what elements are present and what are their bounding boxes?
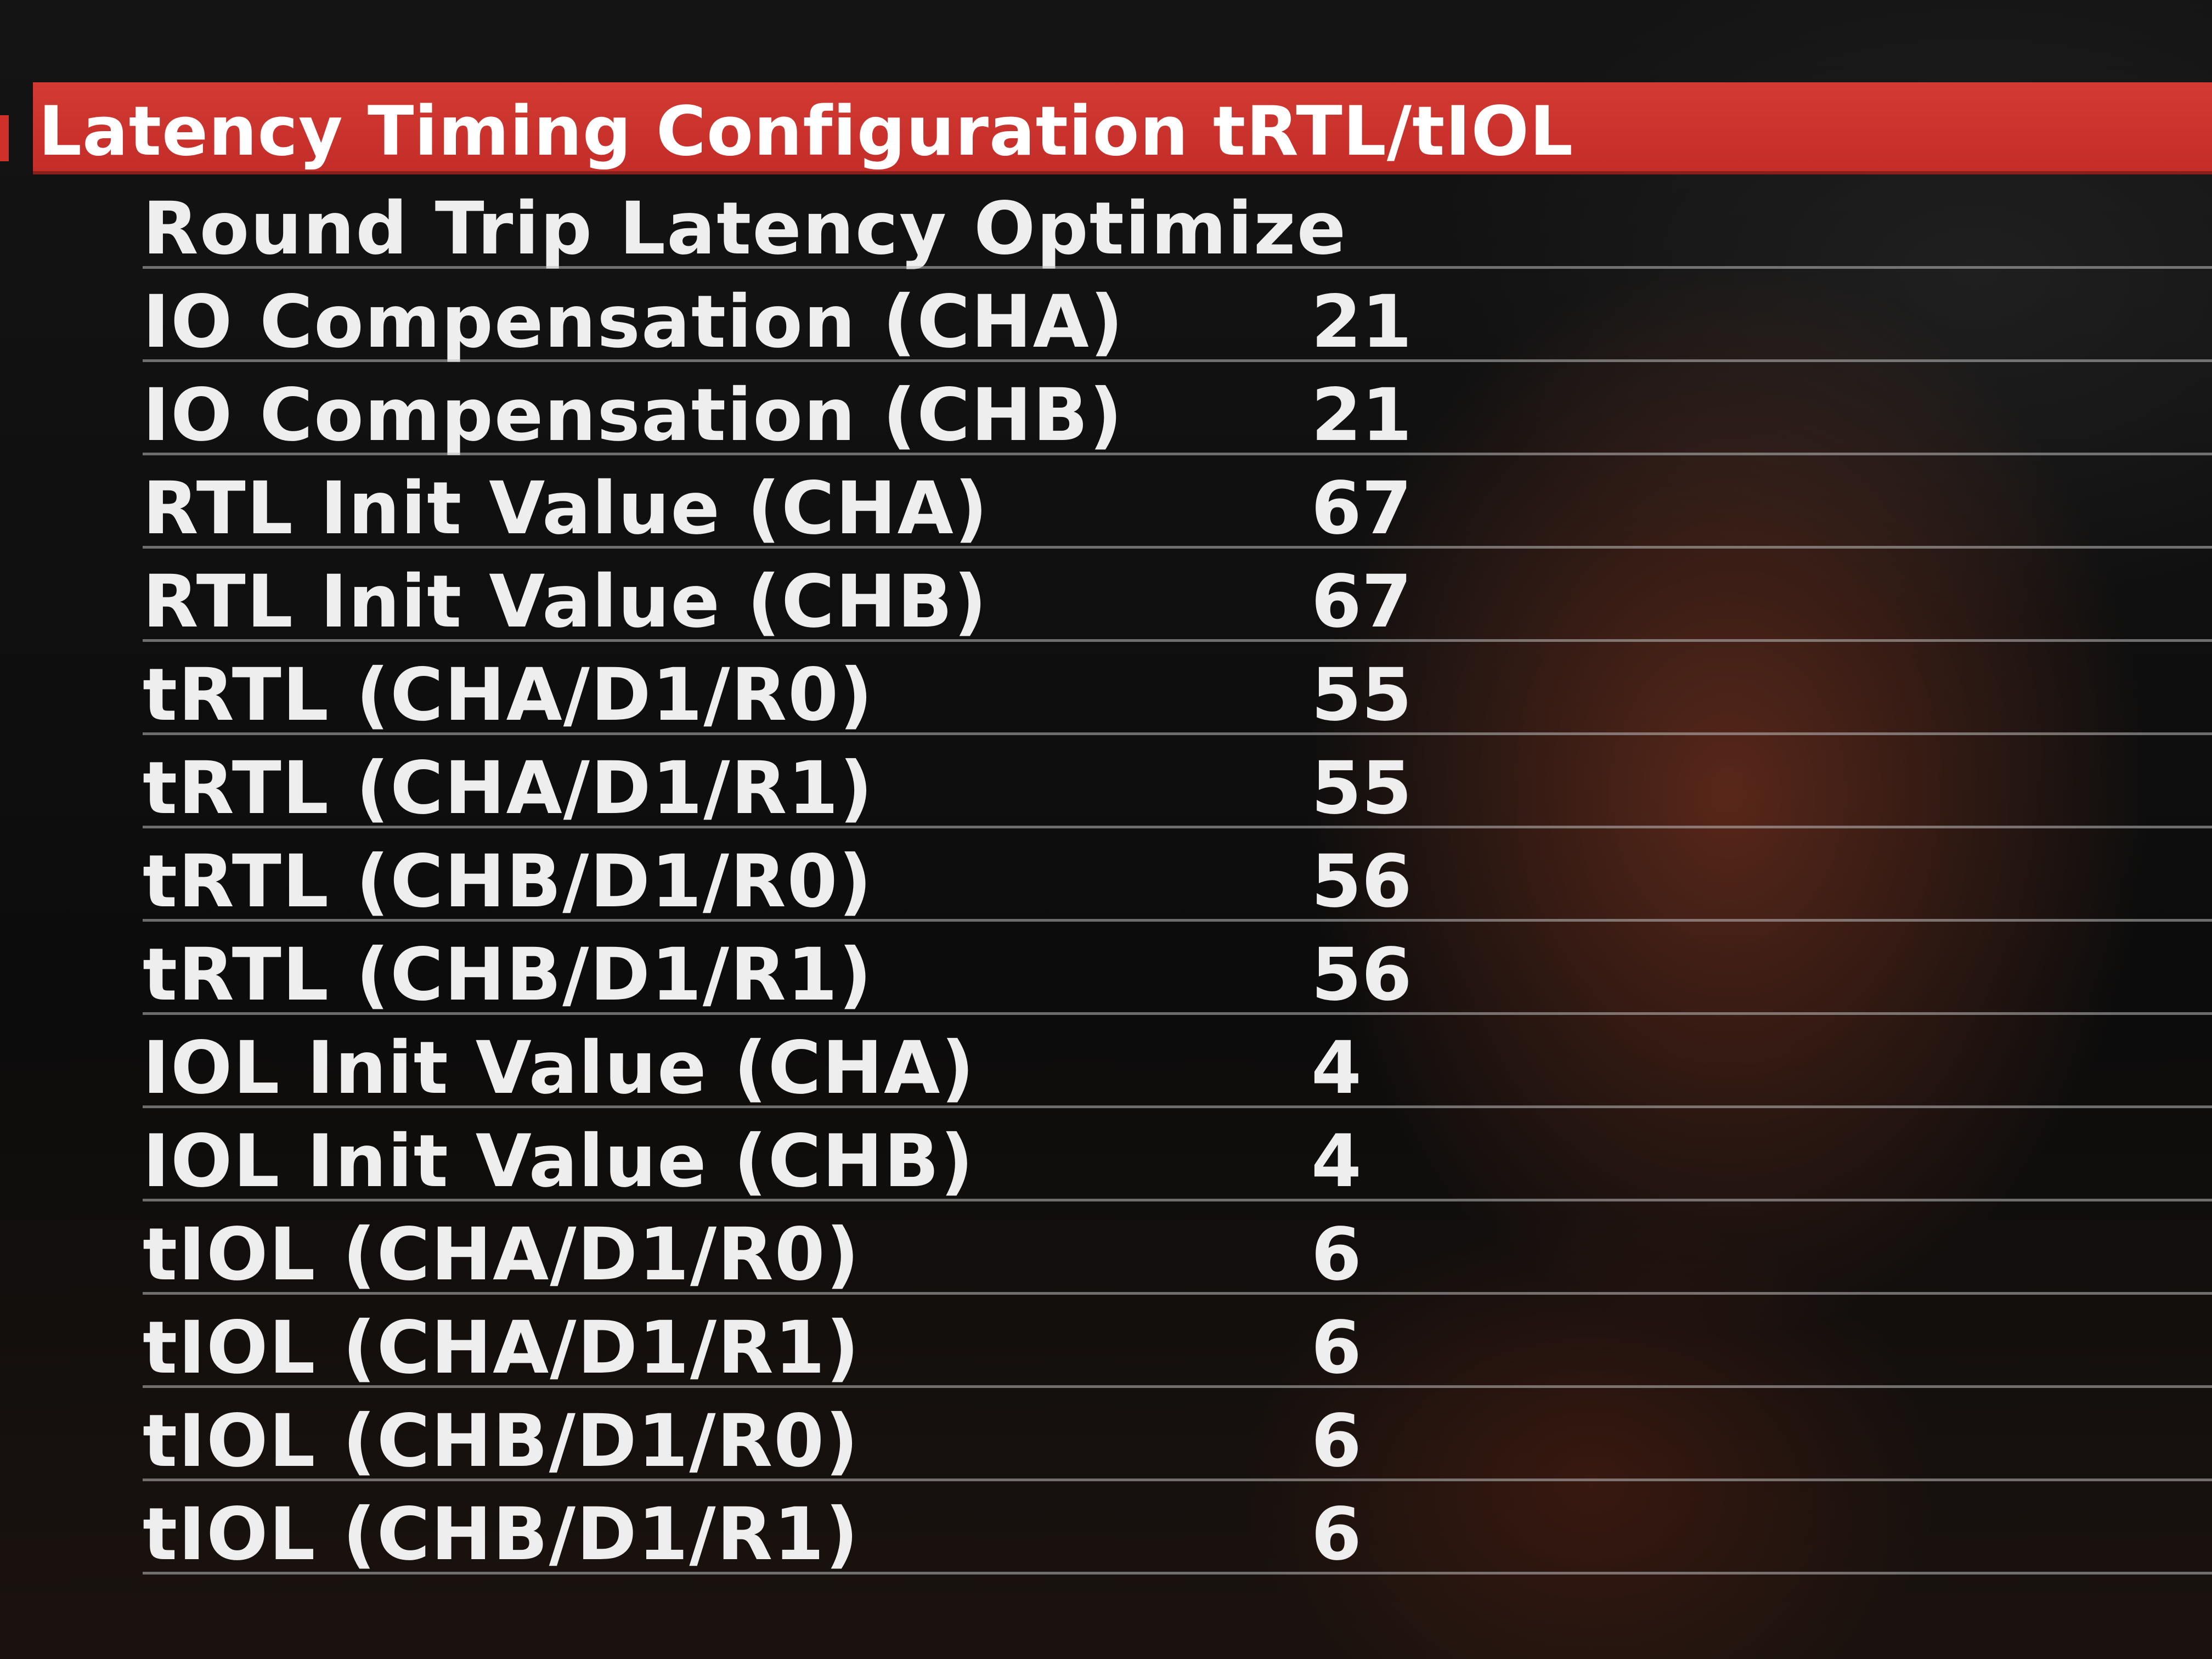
setting-label: tRTL (CHB/D1/R1) [143, 933, 873, 1017]
setting-value: 4 [1311, 1119, 1362, 1204]
setting-row-io-compensation-cha[interactable]: IO Compensation (CHA) 21 [143, 269, 2212, 364]
setting-value: 67 [1311, 560, 1412, 644]
setting-row-rtl-init-value-chb[interactable]: RTL Init Value (CHB) 67 [143, 549, 2212, 644]
setting-row-iol-init-value-chb[interactable]: IOL Init Value (CHB) 4 [143, 1108, 2212, 1204]
setting-label: tIOL (CHB/D1/R0) [143, 1399, 860, 1483]
setting-label: tIOL (CHA/D1/R0) [143, 1212, 860, 1297]
setting-value: 55 [1311, 746, 1412, 831]
setting-row-io-compensation-chb[interactable]: IO Compensation (CHB) 21 [143, 362, 2212, 458]
setting-row-iol-init-value-cha[interactable]: IOL Init Value (CHA) 4 [143, 1015, 2212, 1110]
setting-row-trtl-cha-d1-r0[interactable]: tRTL (CHA/D1/R0) 55 [143, 642, 2212, 737]
row-divider [143, 826, 2212, 828]
setting-row-rtl-init-value-cha[interactable]: RTL Init Value (CHA) 67 [143, 455, 2212, 551]
row-divider [143, 359, 2212, 362]
setting-row-trtl-cha-d1-r1[interactable]: tRTL (CHA/D1/R1) 55 [143, 735, 2212, 831]
setting-row-trtl-chb-d1-r0[interactable]: tRTL (CHB/D1/R0) 56 [143, 828, 2212, 924]
header-bar[interactable] [33, 82, 2212, 174]
row-divider [143, 919, 2212, 922]
row-divider [143, 732, 2212, 735]
setting-label: IOL Init Value (CHB) [143, 1119, 975, 1204]
setting-row-tiol-chb-d1-r1[interactable]: tIOL (CHB/D1/R1) 6 [143, 1481, 2212, 1577]
setting-label: tIOL (CHA/D1/R1) [143, 1306, 860, 1390]
setting-row-trtl-chb-d1-r1[interactable]: tRTL (CHB/D1/R1) 56 [143, 922, 2212, 1017]
setting-value: 67 [1311, 466, 1412, 551]
setting-label: tRTL (CHA/D1/R1) [143, 746, 874, 831]
setting-value: 4 [1311, 1026, 1362, 1110]
setting-value: 55 [1311, 653, 1412, 737]
setting-value: 6 [1311, 1492, 1362, 1577]
row-divider [143, 546, 2212, 549]
setting-row-tiol-cha-d1-r1[interactable]: tIOL (CHA/D1/R1) 6 [143, 1295, 2212, 1390]
setting-label: tRTL (CHB/D1/R0) [143, 839, 873, 924]
setting-label: IOL Init Value (CHA) [143, 1026, 975, 1110]
setting-value: 56 [1311, 933, 1412, 1017]
setting-label: RTL Init Value (CHB) [143, 560, 988, 644]
row-divider [143, 1479, 2212, 1481]
row-divider [143, 639, 2212, 642]
setting-label: tRTL (CHA/D1/R0) [143, 653, 874, 737]
setting-label: tIOL (CHB/D1/R1) [143, 1492, 860, 1577]
row-divider [143, 1012, 2212, 1015]
setting-row-round-trip-latency-optimize[interactable]: Round Trip Latency Optimize [143, 176, 2212, 271]
setting-value: 6 [1311, 1212, 1362, 1297]
setting-label: RTL Init Value (CHA) [143, 466, 989, 551]
setting-row-tiol-chb-d1-r0[interactable]: tIOL (CHB/D1/R0) 6 [143, 1388, 2212, 1483]
row-divider [143, 1572, 2212, 1575]
row-divider [143, 1385, 2212, 1388]
row-divider [143, 266, 2212, 269]
setting-value: 21 [1311, 280, 1412, 364]
setting-label: IO Compensation (CHB) [143, 373, 1124, 458]
setting-value: 56 [1311, 839, 1412, 924]
row-divider [143, 1292, 2212, 1295]
setting-value: 6 [1311, 1306, 1362, 1390]
setting-label: IO Compensation (CHA) [143, 280, 1125, 364]
row-divider [143, 1199, 2212, 1201]
setting-label: Round Trip Latency Optimize [143, 187, 1347, 271]
setting-value: 21 [1311, 373, 1412, 458]
row-divider [143, 1105, 2212, 1108]
section-title: Latency Timing Configuration tRTL/tIOL [38, 92, 1573, 171]
setting-value: 6 [1311, 1399, 1362, 1483]
setting-row-tiol-cha-d1-r0[interactable]: tIOL (CHA/D1/R0) 6 [143, 1201, 2212, 1297]
selection-marker [0, 115, 9, 161]
row-divider [143, 453, 2212, 455]
